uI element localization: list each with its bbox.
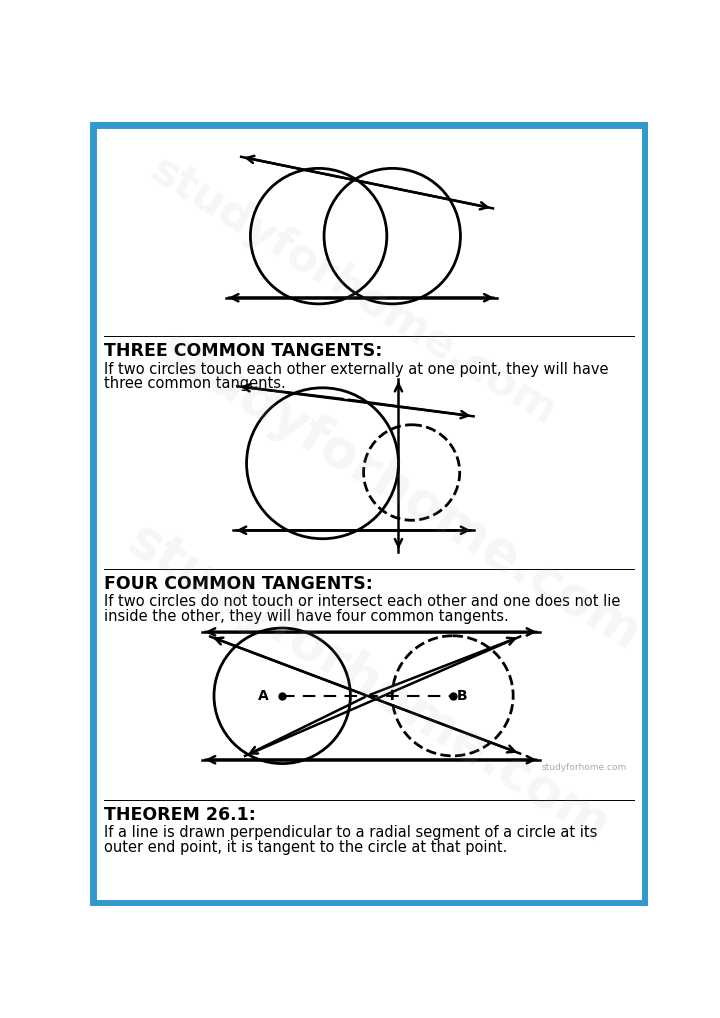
- Text: A: A: [258, 689, 269, 702]
- Text: studyforhome.com: studyforhome.com: [143, 149, 564, 435]
- Text: If a line is drawn perpendicular to a radial segment of a circle at its: If a line is drawn perpendicular to a ra…: [104, 826, 598, 840]
- Text: THREE COMMON TANGENTS:: THREE COMMON TANGENTS:: [104, 342, 382, 360]
- Text: studyforhome.com: studyforhome.com: [542, 762, 627, 772]
- Text: B: B: [456, 689, 467, 702]
- Text: studyforhome.com: studyforhome.com: [119, 514, 619, 854]
- Text: studyforhome.com: studyforhome.com: [150, 322, 650, 662]
- Text: three common tangents.: three common tangents.: [104, 377, 286, 391]
- Text: THEOREM 26.1:: THEOREM 26.1:: [104, 806, 256, 824]
- Text: FOUR COMMON TANGENTS:: FOUR COMMON TANGENTS:: [104, 575, 373, 592]
- Text: If two circles do not touch or intersect each other and one does not lie: If two circles do not touch or intersect…: [104, 595, 621, 609]
- Text: inside the other, they will have four common tangents.: inside the other, they will have four co…: [104, 609, 509, 624]
- Text: outer end point, it is tangent to the circle at that point.: outer end point, it is tangent to the ci…: [104, 840, 508, 855]
- Text: If two circles touch each other externally at one point, they will have: If two circles touch each other external…: [104, 361, 608, 377]
